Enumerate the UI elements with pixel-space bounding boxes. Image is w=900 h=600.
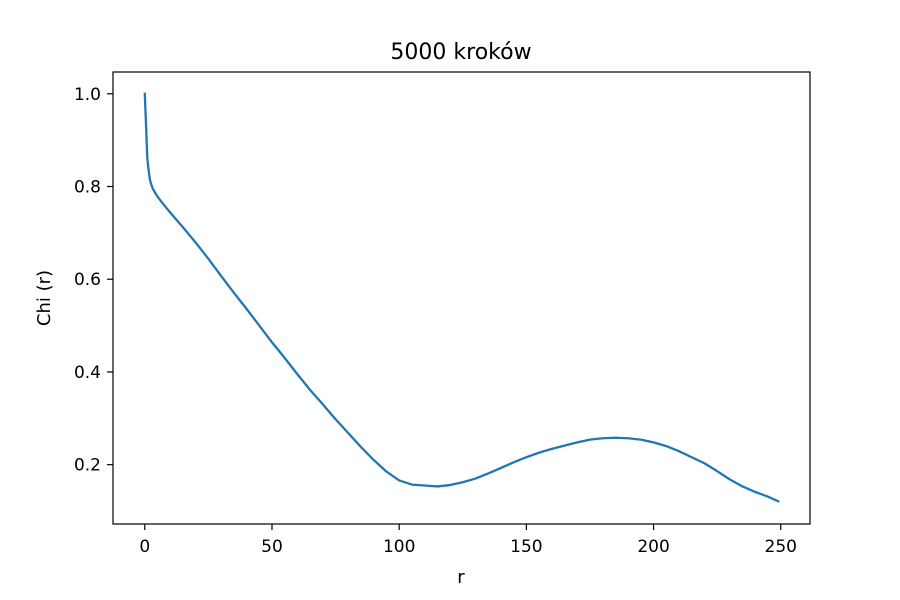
x-axis-ticks: 0 50 100 150 200 250 [139, 524, 797, 557]
x-tick-label: 0 [139, 537, 150, 557]
y-tick-label: 0.8 [74, 178, 101, 198]
x-tick-label: 150 [510, 537, 542, 557]
x-tick-label: 200 [637, 537, 669, 557]
plot-frame [112, 71, 811, 525]
x-tick-label: 100 [383, 537, 415, 557]
x-axis-label: r [457, 567, 465, 588]
y-tick-label: 0.6 [74, 270, 101, 290]
chart-title: 5000 kroków [390, 40, 531, 65]
y-tick-label: 1.0 [74, 85, 101, 105]
x-tick-label: 250 [765, 537, 797, 557]
y-axis-ticks: 0.2 0.4 0.6 0.8 1.0 [74, 85, 113, 476]
y-tick-label: 0.2 [74, 456, 101, 476]
y-axis-label: Chi (r) [34, 270, 55, 326]
series-line [143, 92, 780, 503]
x-tick-label: 50 [261, 537, 283, 557]
y-tick-label: 0.4 [74, 363, 101, 383]
series-layer [143, 92, 780, 503]
